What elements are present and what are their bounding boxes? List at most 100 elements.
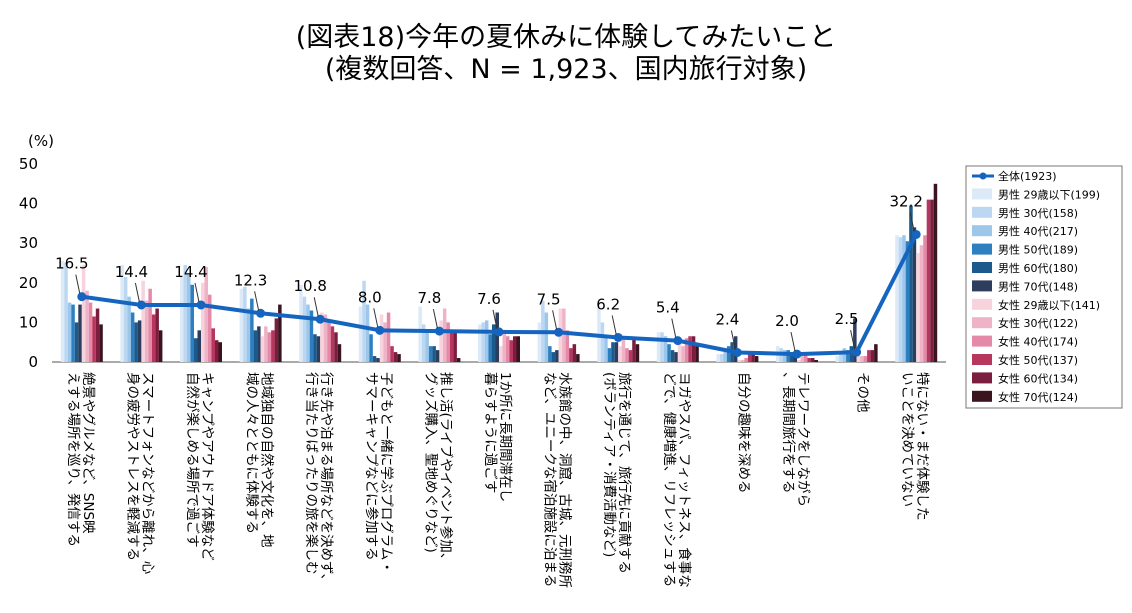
bar [362, 280, 366, 362]
total-point [911, 229, 921, 239]
bar [197, 330, 201, 362]
bar [853, 318, 857, 362]
leader-line [313, 297, 319, 317]
bar [839, 352, 843, 362]
bar [309, 310, 314, 362]
bar [716, 354, 720, 362]
bar [137, 320, 142, 362]
y-unit-label: (%) [28, 132, 54, 150]
category-line: (ボランティア・消費活動など) [601, 372, 617, 557]
category-label: キャンプやアウトドア体験など自然が楽しめる場所で過ごす [184, 372, 215, 561]
bar [446, 322, 450, 362]
category-label: 旅行を通じて、旅行先に貢献する(ボランティア・消費活動など) [601, 372, 632, 574]
bar [923, 235, 927, 362]
data-label: 12.3 [234, 271, 267, 289]
bar [499, 346, 503, 362]
category-label: 推し活(ライブやイベント参加、グッズ購入、聖地めぐりなど) [422, 372, 454, 566]
category-label: 地域独自の自然や文化を、地域の人々とともに体験する [244, 372, 276, 548]
category-line: ヨガやスパ、フィットネス、食事な [676, 372, 693, 588]
total-point [494, 327, 504, 337]
data-label: 32.2 [889, 192, 922, 210]
category-line: 地域独自の自然や文化を、地 [259, 372, 276, 548]
bar [681, 346, 685, 362]
total-point [136, 300, 146, 310]
bar [95, 308, 100, 362]
category-line: スマートフォンなどから離れ、心 [139, 372, 155, 575]
legend-swatch [972, 206, 992, 218]
bars [60, 183, 938, 362]
value-labels: 16.5 14.4 14.4 12.3 10.8 8.0 7.8 7.6 7.5 6.2 5.4 2.… [55, 192, 923, 352]
category-label: テレワークをしながら、長期間旅行をする [780, 372, 811, 507]
data-label: 14.4 [174, 263, 207, 281]
total-point [256, 308, 266, 318]
legend-entry: 全体(1923) [998, 169, 1057, 183]
bar [246, 308, 251, 362]
bar [320, 312, 324, 362]
data-label: 5.4 [656, 299, 680, 317]
bar [130, 312, 135, 362]
category-text: 旅行を通じて、旅行先に貢献する(ボランティア・消費活動など) [601, 372, 632, 574]
bar [723, 352, 727, 362]
bar [604, 336, 608, 362]
bar [846, 350, 850, 362]
bar [874, 344, 878, 362]
y-tick-label: 10 [19, 313, 38, 331]
data-label: 16.5 [55, 255, 88, 273]
category-label: スマートフォンなどから離れ、心身の疲労やストレスを軽減する [124, 372, 155, 575]
legend-entry: 男性 40代(217) [998, 224, 1078, 238]
bar [502, 332, 506, 362]
total-point [315, 314, 325, 324]
category-line: 域の人々とともに体験する [244, 372, 260, 534]
bar [674, 352, 678, 362]
title-line-1: (図表18)今年の夏休みに体験してみたいこと [295, 22, 837, 53]
category-line: 水族館の中、洞窟、古城、元刑務所 [557, 372, 574, 588]
bar [811, 358, 815, 362]
bar [737, 360, 741, 362]
category-text: 1か所に長期間滞在し暮らすように過ごす [482, 372, 513, 502]
bar [870, 350, 875, 362]
legend-entry: 女性 40代(174) [998, 335, 1078, 349]
bar [916, 253, 920, 362]
bar [201, 282, 205, 362]
bar [323, 314, 328, 362]
bar [895, 235, 899, 362]
bar [618, 346, 622, 362]
bar [933, 183, 938, 362]
category-line: 子どもと一緒に学ぶプログラム・ [378, 372, 394, 574]
bar [492, 324, 496, 362]
bar [435, 350, 440, 362]
bar [267, 332, 272, 362]
bar [313, 334, 317, 362]
total-point [196, 300, 206, 310]
bar [239, 288, 244, 362]
bar [306, 304, 310, 362]
y-tick-label: 40 [19, 195, 38, 213]
category-line: 推し活(ライブやイベント参加、 [437, 372, 454, 566]
total-point [673, 336, 683, 346]
bar [264, 326, 268, 362]
bar [684, 338, 689, 362]
bar [71, 304, 75, 362]
legend-entry: 男性 29歳以下(199) [998, 187, 1100, 201]
bar [144, 300, 149, 362]
y-tick-label: 20 [19, 274, 38, 292]
category-line: グッズ購入、聖地めぐりなど) [422, 372, 438, 553]
legend-entry: 女性 70代(124) [998, 390, 1078, 404]
bar [688, 336, 692, 362]
bar [316, 336, 321, 362]
bar [337, 344, 342, 362]
legend-entry: 男性 70代(148) [998, 279, 1078, 293]
leader-line [552, 310, 558, 330]
legend-swatch [972, 225, 992, 237]
bar [902, 235, 906, 362]
bar [376, 358, 380, 362]
leader-line [671, 318, 677, 338]
bar [797, 360, 801, 362]
category-line: 絶景やグルメなど、SNS映 [80, 372, 96, 534]
legend-swatch [972, 262, 992, 273]
bar [330, 326, 335, 362]
bar [449, 330, 454, 362]
category-line: サマーキャンプなどに参加する [363, 372, 380, 561]
category-label: 子どもと一緒に学ぶプログラム・サマーキャンプなどに参加する [363, 372, 394, 574]
